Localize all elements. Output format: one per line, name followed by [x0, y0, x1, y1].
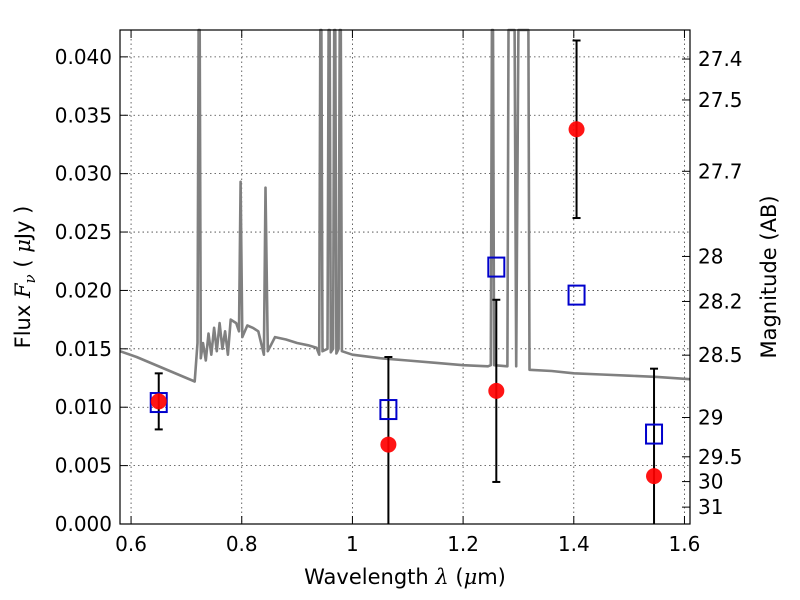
y-axis-label-paren: (: [11, 253, 35, 275]
observed-point: [488, 382, 505, 399]
error-bars: [154, 39, 659, 524]
x-tick-label: 0.6: [115, 532, 147, 556]
magnitude-axis-label: Magnitude (AB): [757, 195, 781, 358]
axis-ticks: 0.6 0.8 1 1.2 1.4 1.6 0.000 0.005 0.010 0.015 0.02…: [55, 30, 743, 556]
y-axis-label-text: Flux: [11, 298, 35, 348]
f-symbol: F: [11, 282, 35, 299]
plot-frame: [119, 29, 691, 525]
model-photometry-squares: [149, 256, 664, 445]
x-tick-label: 0.8: [226, 532, 258, 556]
magnitude-tick-label: 28.2: [698, 289, 743, 313]
y-axis-label-unit: Jy ): [11, 206, 35, 242]
y-tick-label: 0.010: [55, 395, 112, 419]
magnitude-tick-label: 27.7: [698, 159, 743, 183]
model-square: [487, 256, 506, 278]
magnitude-tick-label: 29: [698, 405, 723, 429]
x-tick-label: 1.2: [447, 532, 479, 556]
model-square: [645, 423, 664, 445]
magnitude-tick-label: 28.5: [698, 343, 743, 367]
mu-symbol-y: μ: [11, 239, 35, 253]
magnitude-tick-label: 31: [698, 495, 723, 519]
x-axis-label-paren: (: [449, 565, 464, 589]
y-tick-label: 0.025: [55, 220, 112, 244]
magnitude-tick-label: 29.5: [698, 445, 743, 469]
x-tick-label: 1.4: [558, 532, 590, 556]
observed-point: [568, 121, 585, 138]
mu-symbol: μ: [464, 565, 478, 589]
grid: [120, 30, 690, 525]
y-tick-label: 0.015: [55, 337, 112, 361]
x-tick-label: 1.6: [669, 532, 701, 556]
model-square: [379, 399, 398, 421]
magnitude-tick-label: 27.5: [698, 88, 743, 112]
model-square: [567, 284, 586, 306]
model-square: [149, 392, 168, 414]
x-axis-label: Wavelength λ (μm): [304, 565, 506, 589]
y-tick-label: 0.030: [55, 162, 112, 186]
magnitude-tick-label: 28: [698, 244, 723, 268]
model-spectrum-line: [119, 28, 691, 383]
nu-subscript: ν: [21, 274, 39, 283]
x-axis-label-text: Wavelength: [304, 565, 435, 589]
observed-point: [646, 468, 663, 485]
y-tick-label: 0.035: [55, 103, 112, 127]
magnitude-tick-label: 27.4: [698, 47, 743, 71]
y-axis-label: Flux Fν ( μJy ): [11, 206, 39, 349]
magnitude-tick-label: 30: [698, 470, 723, 494]
y-tick-label: 0.000: [55, 512, 112, 536]
lambda-symbol: λ: [434, 565, 448, 589]
observed-point: [380, 436, 397, 453]
y-tick-label: 0.020: [55, 278, 112, 302]
y-tick-label: 0.005: [55, 454, 112, 478]
y-tick-label: 0.040: [55, 45, 112, 69]
model-spectrum: [119, 28, 691, 383]
observed-photometry-points: [150, 121, 663, 485]
x-tick-label: 1: [346, 532, 359, 556]
observed-point: [150, 393, 167, 410]
x-axis-label-unit: m): [477, 565, 506, 589]
